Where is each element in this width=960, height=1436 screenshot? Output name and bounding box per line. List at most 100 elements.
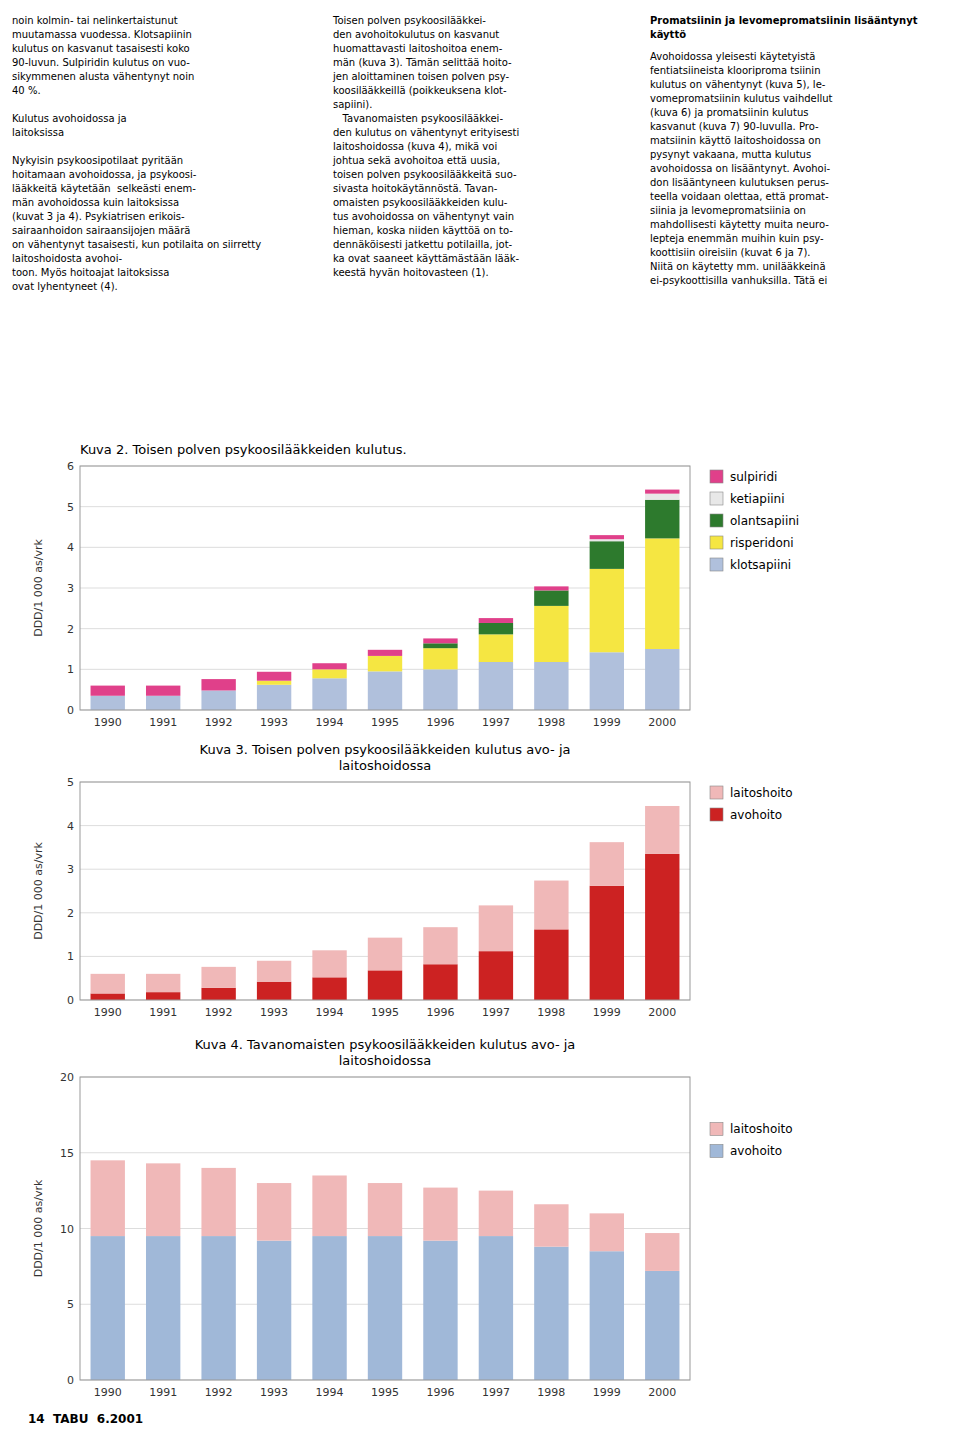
x-tick-label: 1996 <box>426 1386 454 1399</box>
grid-line <box>80 1152 690 1153</box>
bar <box>423 964 457 1000</box>
bar <box>590 1251 624 1380</box>
bar <box>312 977 346 1000</box>
y-tick-label: 0 <box>67 994 74 1007</box>
text-column: Toisen polven psykoosilääkkei- den avoho… <box>333 14 638 280</box>
x-tick-label: 1996 <box>426 716 454 729</box>
y-tick-label: 1 <box>67 663 74 676</box>
bar <box>257 1183 291 1241</box>
y-tick-label: 3 <box>67 582 74 595</box>
x-tick-label: 1992 <box>205 1006 233 1019</box>
bar <box>146 696 180 710</box>
bar <box>590 886 624 1000</box>
bar <box>423 927 457 964</box>
y-tick-label: 15 <box>60 1147 74 1160</box>
legend-swatch <box>710 514 723 527</box>
plot-frame <box>80 1077 690 1380</box>
bar <box>257 961 291 982</box>
x-tick-label: 1999 <box>593 716 621 729</box>
x-tick-label: 1993 <box>260 1006 288 1019</box>
y-tick-label: 20 <box>60 1071 74 1084</box>
bar <box>423 648 457 669</box>
x-tick-label: 1998 <box>537 716 565 729</box>
bar <box>645 854 679 1000</box>
x-tick-label: 1998 <box>537 1386 565 1399</box>
bar <box>368 1183 402 1236</box>
bar <box>91 993 125 1000</box>
legend-label: laitoshoito <box>730 786 793 800</box>
bar <box>645 490 679 494</box>
bar <box>479 951 513 1000</box>
title-line: Kuva 2. Toisen polven psykoosilääkkeiden… <box>80 442 407 457</box>
bar <box>312 950 346 977</box>
bar <box>479 623 513 634</box>
y-tick-label: 3 <box>67 863 74 876</box>
legend-label: risperidoni <box>730 536 794 550</box>
bar <box>590 535 624 539</box>
bar <box>91 1160 125 1236</box>
legend-swatch <box>710 786 723 799</box>
footer: 14 TABU 6.2001 <box>28 1412 428 1426</box>
legend-label: olantsapiini <box>730 514 799 528</box>
y-tick-label: 5 <box>67 1298 74 1311</box>
legend-swatch <box>710 492 723 505</box>
bar <box>534 1247 568 1380</box>
bar <box>368 1236 402 1380</box>
bar <box>479 634 513 662</box>
bar <box>423 1188 457 1241</box>
y-tick-label: 1 <box>67 950 74 963</box>
text-column: noin kolmin- tai nelinkertaistunut muuta… <box>12 14 317 294</box>
bar <box>645 649 679 710</box>
x-tick-label: 1991 <box>149 1006 177 1019</box>
chart-title: Kuva 2. Toisen polven psykoosilääkkeiden… <box>80 442 407 457</box>
bar <box>201 690 235 710</box>
bar <box>91 1236 125 1380</box>
title-line: Kuva 4. Tavanomaisten psykoosilääkkeiden… <box>195 1037 576 1052</box>
y-tick-label: 10 <box>60 1223 74 1236</box>
bar <box>645 494 679 500</box>
x-tick-label: 1992 <box>205 1386 233 1399</box>
text-column: Avohoidossa yleisesti käytetyistä fentia… <box>650 50 950 288</box>
legend-swatch <box>710 558 723 571</box>
x-tick-label: 2000 <box>648 1006 676 1019</box>
bar <box>423 1241 457 1380</box>
x-tick-label: 1990 <box>94 716 122 729</box>
legend-label: klotsapiini <box>730 558 791 572</box>
bar <box>590 539 624 541</box>
y-tick-label: 2 <box>67 907 74 920</box>
x-tick-label: 1991 <box>149 716 177 729</box>
x-tick-label: 1998 <box>537 1006 565 1019</box>
x-tick-label: 1997 <box>482 1386 510 1399</box>
bar <box>312 1175 346 1236</box>
y-tick-label: 5 <box>67 501 74 514</box>
bar <box>91 686 125 696</box>
x-tick-label: 1993 <box>260 716 288 729</box>
chart: Kuva 2. Toisen polven psykoosilääkkeiden… <box>32 442 799 729</box>
bar <box>257 681 291 685</box>
y-tick-label: 6 <box>67 460 74 473</box>
bar <box>91 696 125 710</box>
bar <box>312 678 346 710</box>
charts: Kuva 2. Toisen polven psykoosilääkkeiden… <box>0 430 960 1410</box>
y-tick-label: 4 <box>67 541 74 554</box>
bar <box>368 671 402 710</box>
legend-label: sulpiridi <box>730 470 777 484</box>
bar <box>91 974 125 994</box>
bar <box>201 679 235 690</box>
bar <box>479 662 513 710</box>
legend-swatch <box>710 1122 723 1135</box>
bar <box>201 967 235 988</box>
x-tick-label: 1994 <box>316 716 344 729</box>
bar <box>201 1168 235 1236</box>
chart-title: Kuva 3. Toisen polven psykoosilääkkeiden… <box>200 742 571 773</box>
bar <box>312 1236 346 1380</box>
bar <box>146 1163 180 1236</box>
legend-swatch <box>710 1144 723 1157</box>
x-tick-label: 1993 <box>260 1386 288 1399</box>
legend-label: avohoito <box>730 808 782 822</box>
x-tick-label: 1999 <box>593 1386 621 1399</box>
legend-swatch <box>710 808 723 821</box>
plot-frame <box>80 782 690 1000</box>
bar <box>534 590 568 605</box>
chart: Kuva 3. Toisen polven psykoosilääkkeiden… <box>32 742 793 1019</box>
